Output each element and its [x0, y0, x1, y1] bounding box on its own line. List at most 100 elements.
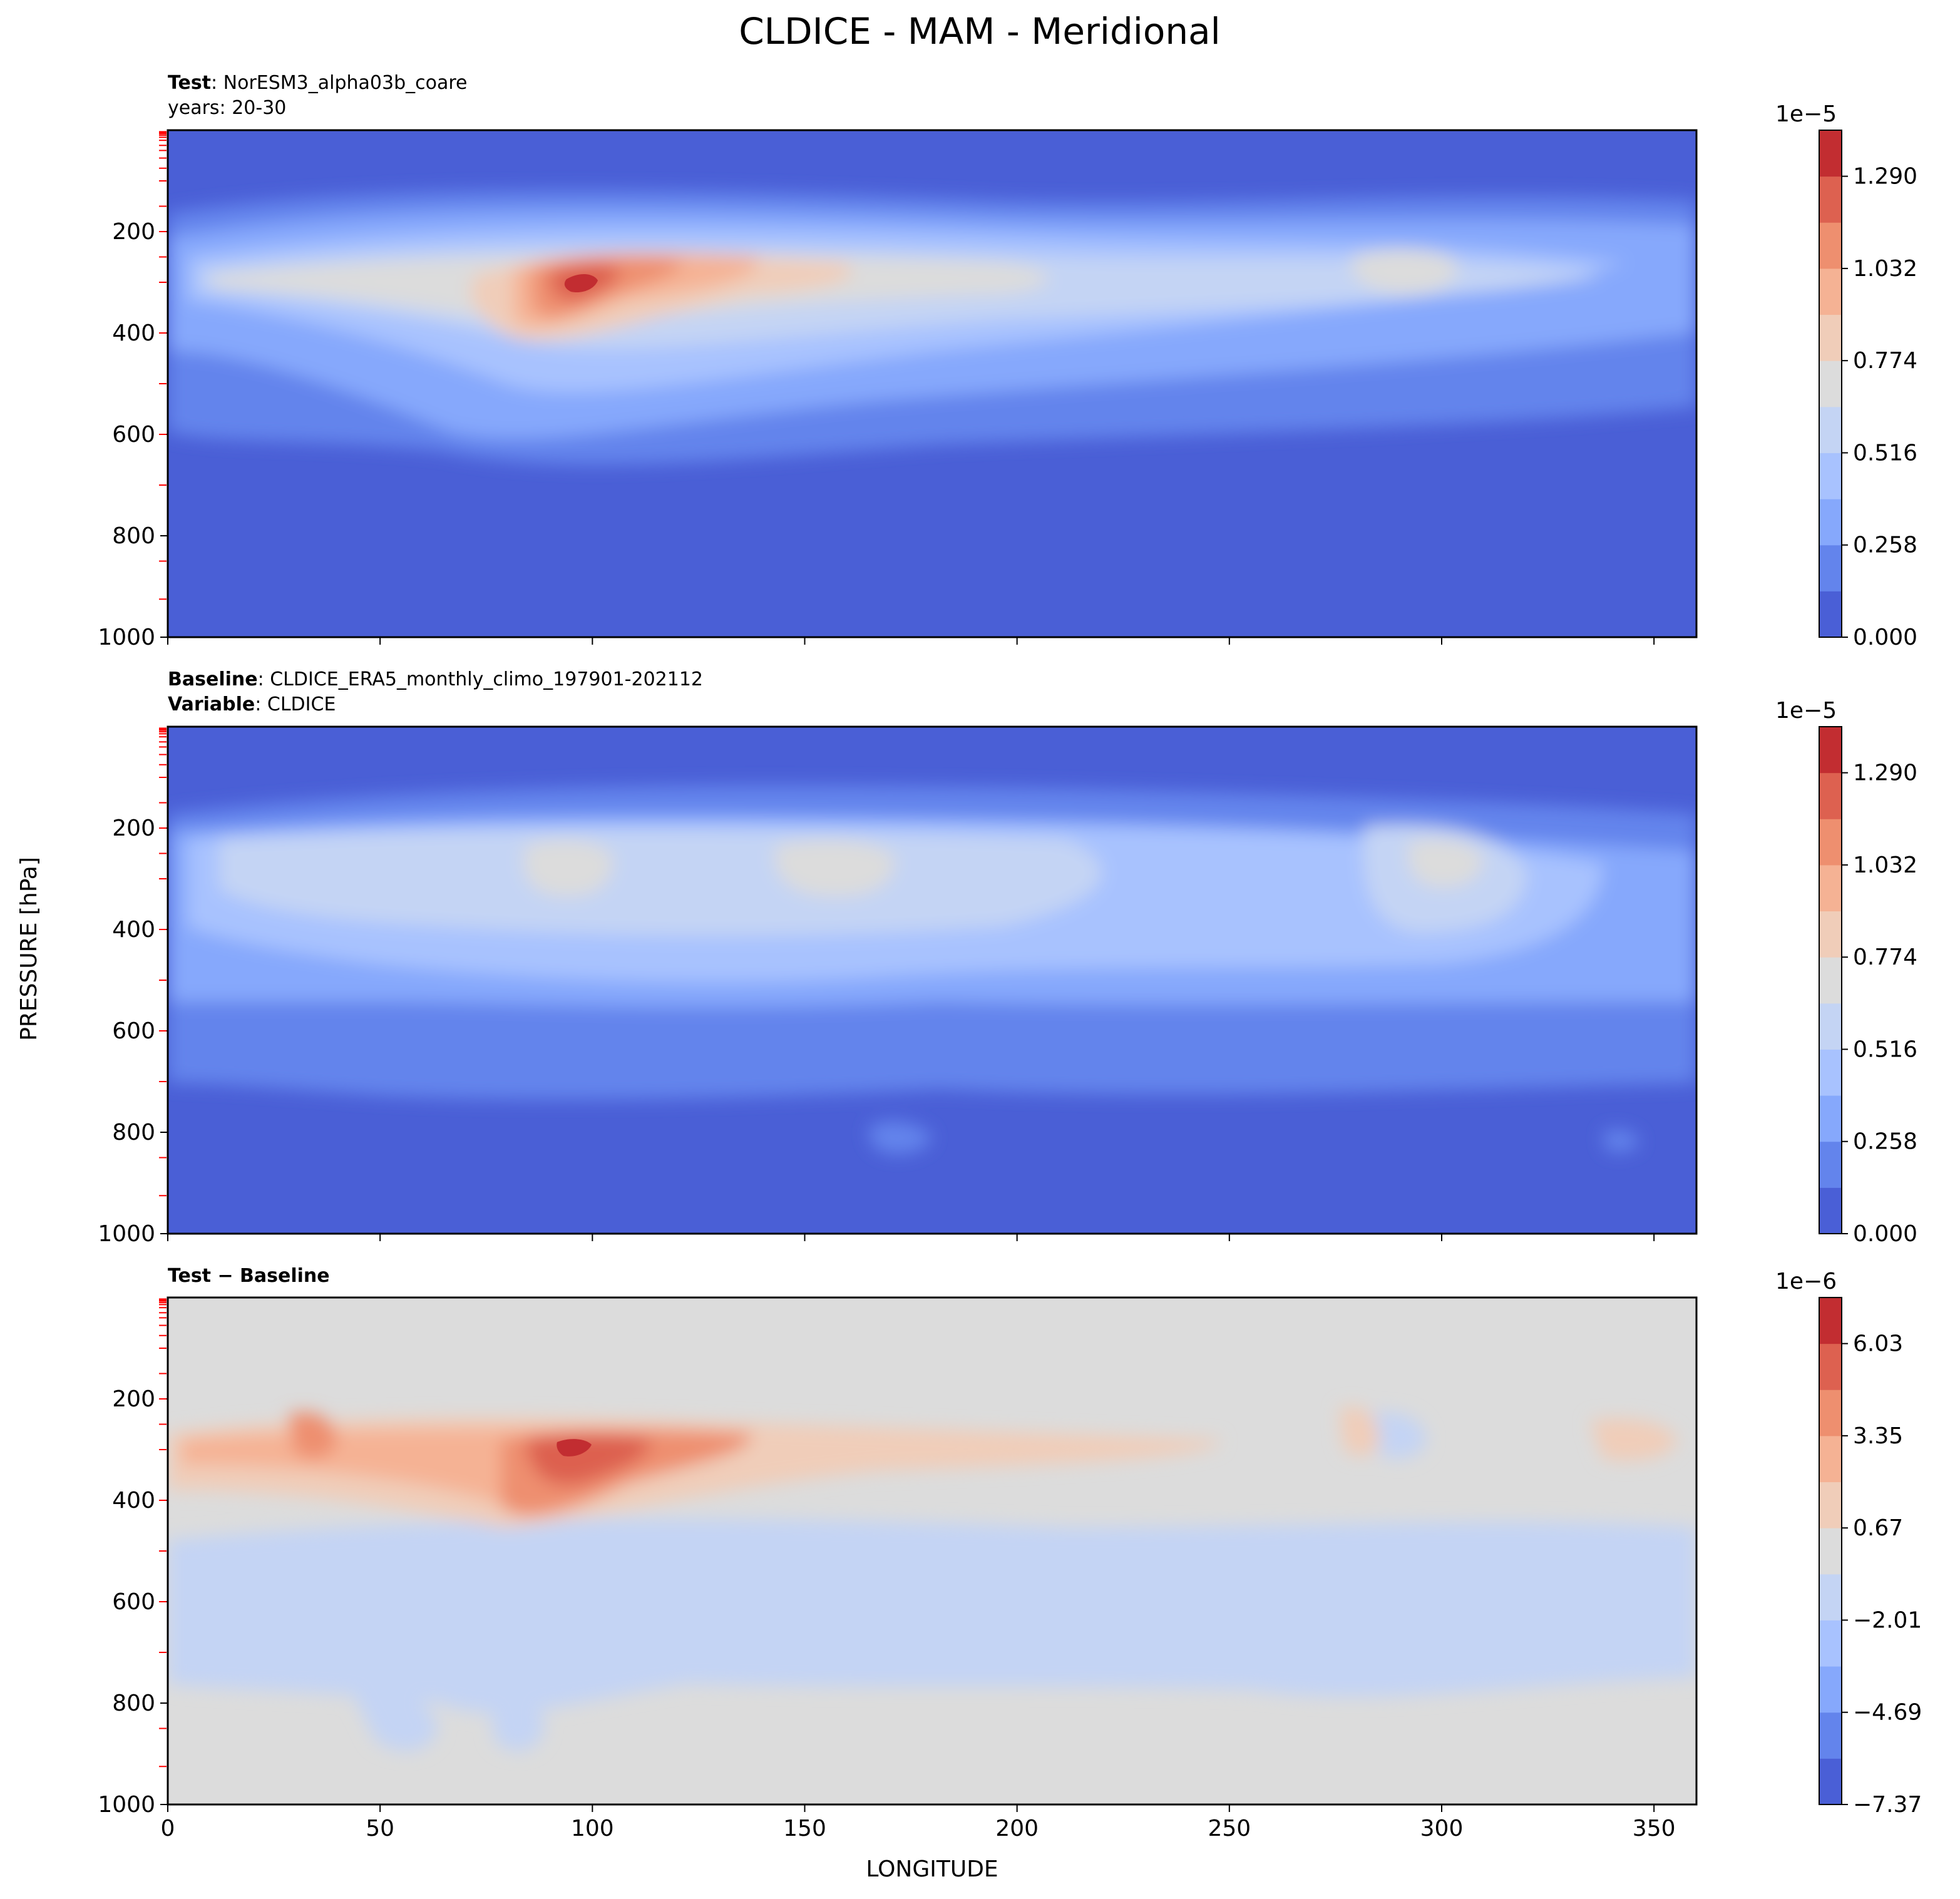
panel-test-subtitle-1: Test: NorESM3_alpha03b_coare — [168, 72, 468, 94]
y-tick-label: 400 — [112, 320, 155, 346]
x-tick-label: 250 — [1208, 1816, 1251, 1841]
colorbar-exponent: 1e−5 — [1775, 698, 1837, 724]
colorbar-segment — [1819, 1482, 1842, 1528]
colorbar-tick-label: 6.03 — [1853, 1331, 1903, 1357]
panel-diff-field — [168, 1298, 1696, 1804]
colorbar-frame — [1819, 130, 1842, 638]
colorbar-segment — [1819, 545, 1842, 591]
y-tick-label: 600 — [112, 422, 155, 448]
x-tick-label: 300 — [1420, 1816, 1464, 1841]
colorbar-tick-label: 0.774 — [1853, 944, 1917, 970]
colorbar-segment — [1819, 453, 1842, 499]
colorbar-segment — [1819, 1390, 1842, 1436]
panel-diff: Test − Baseline 0 50 100 150 200 250 300 350 200… — [98, 1265, 1922, 1841]
colorbar-segment — [1819, 819, 1842, 866]
colorbar-tick-label: −2.01 — [1853, 1607, 1922, 1633]
colorbar-segment — [1819, 1712, 1842, 1759]
panel-test: Test: NorESM3_alpha03b_coare years: 20-3… — [98, 72, 1917, 650]
y-tick-label: 200 — [112, 219, 155, 245]
x-axis-label: LONGITUDE — [866, 1856, 998, 1882]
colorbar-tick-label: 1.290 — [1853, 164, 1917, 190]
figure-title: CLDICE - MAM - Meridional — [739, 10, 1221, 53]
x-tick-label: 0 — [161, 1816, 175, 1841]
panel-diff-axes: 0 50 100 150 200 250 300 350 200 400 600 800 1000 — [98, 1298, 1676, 1841]
x-tick-label: 350 — [1633, 1816, 1676, 1841]
colorbar-segment — [1819, 1666, 1842, 1713]
colorbar-tick-label: 0.258 — [1853, 533, 1917, 558]
colorbar-segment — [1819, 314, 1842, 361]
colorbar-segment — [1819, 1758, 1842, 1805]
colorbar-exponent: 1e−6 — [1775, 1269, 1837, 1294]
colorbar-segment — [1819, 406, 1842, 453]
y-tick-label: 400 — [112, 1488, 155, 1513]
y-tick-label: 200 — [112, 1386, 155, 1412]
colorbar-segment — [1819, 1187, 1842, 1234]
y-tick-label: 800 — [112, 1120, 155, 1145]
panel-diff-colorbar: 6.03 3.35 0.67 −2.01 −4.69 −7.37 1e−6 — [1775, 1269, 1922, 1818]
panel-test-colorbar: 1.290 1.032 0.774 0.516 0.258 0.000 1e−5 — [1775, 101, 1917, 650]
y-tick-label: 1000 — [98, 1792, 155, 1818]
colorbar-segment — [1819, 268, 1842, 315]
colorbar-tick-label: 0.000 — [1853, 1221, 1917, 1247]
colorbar-tick-label: −4.69 — [1853, 1700, 1922, 1726]
colorbar-frame — [1819, 1297, 1842, 1805]
colorbar-tick-label: 1.032 — [1853, 256, 1917, 282]
colorbar-segment — [1819, 1003, 1842, 1050]
colorbar-tick-label: 0.258 — [1853, 1129, 1917, 1155]
x-tick-label: 100 — [571, 1816, 614, 1841]
colorbar-segment — [1819, 727, 1842, 774]
colorbar-segment — [1819, 361, 1842, 407]
colorbar-tick-label: 0.67 — [1853, 1515, 1903, 1541]
colorbar-tick-label: 0.774 — [1853, 348, 1917, 374]
panel-baseline-colorbar: 1.290 1.032 0.774 0.516 0.258 0.000 1e−5 — [1775, 698, 1917, 1247]
colorbar-segment — [1819, 772, 1842, 819]
colorbar-tick-label: 1.032 — [1853, 852, 1917, 878]
colorbar-segment — [1819, 1528, 1842, 1575]
colorbar-segment — [1819, 1141, 1842, 1188]
panel-baseline-subtitle-1: Baseline: CLDICE_ERA5_monthly_climo_1979… — [168, 668, 703, 690]
colorbar-tick-label: 1.290 — [1853, 760, 1917, 786]
colorbar-segment — [1819, 1574, 1842, 1620]
colorbar-frame — [1819, 726, 1842, 1234]
colorbar-segment — [1819, 864, 1842, 912]
y-tick-label: 1000 — [98, 1221, 155, 1247]
colorbar-segment — [1819, 1435, 1842, 1483]
panel-diff-subtitle-1: Test − Baseline — [168, 1265, 330, 1287]
colorbar-segment — [1819, 1620, 1842, 1667]
colorbar-tick-label: −7.37 — [1853, 1792, 1922, 1818]
panel-test-axes: 200 400 600 800 1000 — [98, 131, 1655, 650]
y-tick-label: 800 — [112, 1691, 155, 1716]
colorbar-segment — [1819, 591, 1842, 638]
panel-baseline: Baseline: CLDICE_ERA5_monthly_climo_1979… — [98, 668, 1917, 1247]
colorbar-tick-label: 0.516 — [1853, 440, 1917, 466]
panel-baseline-subtitle-2: Variable: CLDICE — [168, 694, 336, 715]
colorbar-segment — [1819, 222, 1842, 269]
colorbar-segment — [1819, 911, 1842, 958]
colorbar-segment — [1819, 1049, 1842, 1096]
colorbar-tick-label: 0.516 — [1853, 1037, 1917, 1062]
y-tick-label: 800 — [112, 523, 155, 549]
y-axis-label: PRESSURE [hPa] — [16, 857, 42, 1041]
colorbar-tick-label: 3.35 — [1853, 1423, 1903, 1449]
y-tick-label: 200 — [112, 816, 155, 841]
y-tick-label: 1000 — [98, 625, 155, 650]
panel-test-subtitle-2: years: 20-30 — [168, 97, 286, 119]
panel-baseline-axes: 200 400 600 800 1000 — [98, 727, 1655, 1247]
y-tick-label: 600 — [112, 1018, 155, 1044]
colorbar-exponent: 1e−5 — [1775, 101, 1837, 127]
y-tick-label: 600 — [112, 1589, 155, 1615]
colorbar-segment — [1819, 1343, 1842, 1390]
colorbar-segment — [1819, 176, 1842, 223]
colorbar-segment — [1819, 499, 1842, 546]
panel-baseline-field — [168, 727, 1696, 1234]
colorbar-segment — [1819, 130, 1842, 177]
colorbar-segment — [1819, 1095, 1842, 1142]
y-tick-label: 400 — [112, 917, 155, 943]
colorbar-tick-label: 0.000 — [1853, 625, 1917, 650]
x-tick-label: 150 — [783, 1816, 826, 1841]
colorbar-segment — [1819, 957, 1842, 1004]
panel-test-field — [168, 130, 1696, 637]
x-tick-label: 50 — [366, 1816, 394, 1841]
x-tick-label: 200 — [995, 1816, 1039, 1841]
